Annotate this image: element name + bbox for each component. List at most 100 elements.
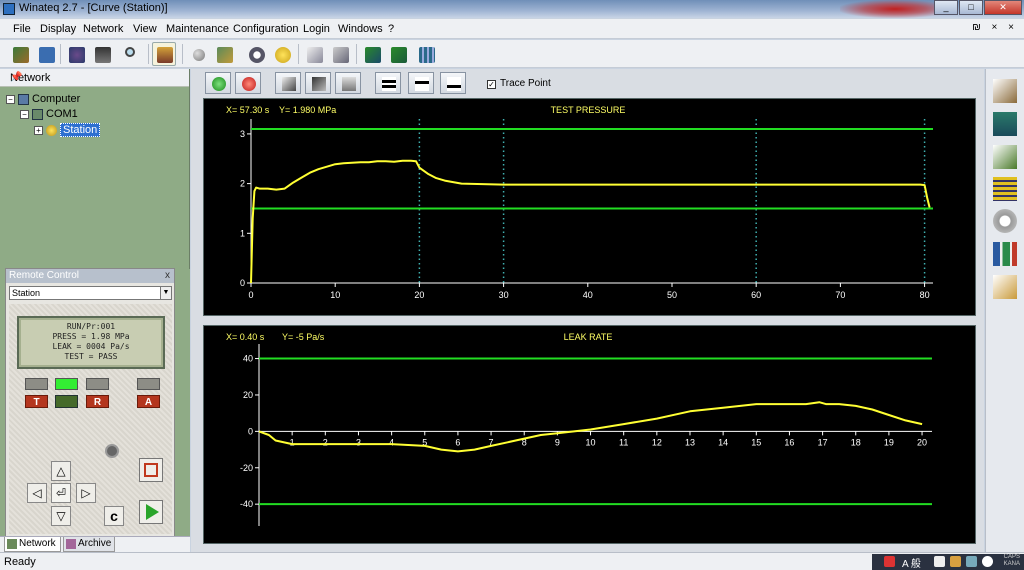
x-tick-label: 30 <box>499 290 509 300</box>
y-tick-label: 0 <box>240 278 245 288</box>
tray-help-icon[interactable] <box>982 556 993 567</box>
close-button[interactable]: ✕ <box>984 0 1022 15</box>
toolbar-separator <box>356 44 357 64</box>
stop-button[interactable] <box>139 458 163 482</box>
screen-icon[interactable] <box>993 112 1017 136</box>
pin-icon[interactable]: 📌 <box>10 72 23 83</box>
alarm-button[interactable] <box>270 42 294 66</box>
clear-button[interactable]: c <box>104 506 124 526</box>
tray-clock: CAPS KANA <box>1003 554 1020 567</box>
menu-configuration[interactable]: Configuration <box>233 23 299 35</box>
menu-login[interactable]: Login <box>303 23 330 35</box>
arrow-left-button[interactable]: ◁ <box>27 483 47 503</box>
computer-button[interactable] <box>34 42 58 66</box>
x-tick-label: 14 <box>718 437 728 447</box>
arrow-up-button[interactable]: △ <box>51 461 71 481</box>
menu-help[interactable]: ? <box>388 23 395 35</box>
time-button[interactable] <box>244 42 268 66</box>
key-green-button[interactable] <box>55 395 78 408</box>
report-icon[interactable] <box>993 275 1017 299</box>
tray-network-icon[interactable] <box>966 556 977 567</box>
layout-button[interactable] <box>414 42 438 66</box>
tree-item-computer[interactable]: − Computer <box>6 92 80 106</box>
x-tick-label: 12 <box>652 437 662 447</box>
menu-display[interactable]: Display <box>40 23 77 35</box>
x-tick-label: 70 <box>835 290 845 300</box>
tree-item-station[interactable]: + Station <box>34 123 101 137</box>
operator-button[interactable] <box>152 42 176 66</box>
maximize-button[interactable]: □ <box>959 0 983 15</box>
arrow-down-button[interactable]: ▽ <box>51 506 71 526</box>
station-icon <box>46 124 57 136</box>
key-r-button[interactable]: R <box>86 395 109 408</box>
transfer-button[interactable] <box>212 42 236 66</box>
led-t <box>25 378 48 390</box>
collapse-icon[interactable]: − <box>20 109 29 119</box>
chevron-down-icon[interactable]: ▼ <box>160 287 171 299</box>
expand-icon[interactable]: + <box>34 125 43 135</box>
export-button[interactable] <box>275 72 301 94</box>
chart-icon[interactable] <box>993 145 1017 169</box>
connect-button[interactable] <box>360 42 384 66</box>
layout-both-button[interactable] <box>375 72 401 94</box>
x-tick-label: 18 <box>851 437 861 447</box>
record-button[interactable] <box>186 42 210 66</box>
lcd-line-4: TEST = PASS <box>64 352 118 361</box>
tray-app-icon[interactable] <box>884 556 895 567</box>
minimize-button[interactable]: _ <box>934 0 958 15</box>
x-tick-label: 11 <box>619 437 628 447</box>
station-select[interactable]: Station ▼ <box>9 286 172 300</box>
ime-indicator[interactable]: A 般 <box>902 559 921 570</box>
bar-chart-icon[interactable] <box>993 242 1017 266</box>
stop-record-button[interactable] <box>235 72 261 94</box>
key-a-button[interactable]: A <box>137 395 160 408</box>
enter-button[interactable]: ⏎ <box>51 483 71 503</box>
key-t-button[interactable]: T <box>25 395 48 408</box>
panel-tabs: Network Archive <box>0 536 190 552</box>
network-tree-button[interactable] <box>8 42 32 66</box>
key-switch-icon[interactable] <box>105 444 119 458</box>
layout-bottom-button[interactable] <box>440 72 466 94</box>
print-button[interactable] <box>335 72 361 94</box>
cursor-y-readout: Y= 1.980 MPa <box>279 105 336 115</box>
layout-top-button[interactable] <box>408 72 434 94</box>
trace-point-checkbox[interactable]: ✓ Trace Point <box>487 78 551 89</box>
tree-item-com1[interactable]: − COM1 <box>20 107 78 121</box>
play-button[interactable] <box>205 72 231 94</box>
start-button[interactable] <box>139 500 163 524</box>
station-config-button[interactable] <box>90 42 114 66</box>
window-title: Winateq 2.7 - [Curve (Station)] <box>19 2 168 14</box>
curve-toolbar: ✓ Trace Point <box>191 69 984 97</box>
x-tick-label: 10 <box>330 290 340 300</box>
grey-dot-icon <box>193 49 205 61</box>
menu-maintenance[interactable]: Maintenance <box>166 23 229 35</box>
tab-network[interactable]: Network <box>4 537 61 552</box>
menu-windows[interactable]: Windows <box>338 23 383 35</box>
menu-file[interactable]: File <box>13 23 31 35</box>
pressure-chart[interactable]: X= 57.30 s Y= 1.980 MPa TEST PRESSURE01230… <box>204 99 975 315</box>
search-button[interactable] <box>120 42 144 66</box>
leak-rate-chart[interactable]: X= 0.40 s Y= -5 Pa/s LEAK RATE 40 20 0 -20 -40 1… <box>204 326 975 543</box>
arrow-right-button[interactable]: ▷ <box>76 483 96 503</box>
copy-button[interactable] <box>302 42 326 66</box>
menu-view[interactable]: View <box>133 23 157 35</box>
tab-archive[interactable]: Archive <box>63 537 115 552</box>
curve-window: ✓ Trace Point X= 57.30 s Y= 1.980 MPa TEST … <box>191 69 984 552</box>
target-icon[interactable] <box>993 209 1017 233</box>
collapse-icon[interactable]: − <box>6 94 15 104</box>
copy-icon <box>307 47 323 63</box>
paste-button[interactable] <box>328 42 352 66</box>
edit-curve-icon[interactable] <box>993 79 1017 103</box>
table-icon[interactable] <box>993 177 1017 201</box>
x-tick-label: 1 <box>290 437 295 447</box>
mdi-controls[interactable]: ₪ × × <box>972 22 1018 33</box>
save-curve-button[interactable] <box>305 72 331 94</box>
tray-settings-icon[interactable] <box>950 556 961 567</box>
remote-close-icon[interactable]: x <box>165 270 170 281</box>
users-button[interactable] <box>64 42 88 66</box>
tray-keyboard-icon[interactable] <box>934 556 945 567</box>
tab-archive-label: Archive <box>78 538 112 549</box>
disconnect-button[interactable] <box>386 42 410 66</box>
x-tick-label: 50 <box>667 290 677 300</box>
menu-network[interactable]: Network <box>83 23 124 35</box>
